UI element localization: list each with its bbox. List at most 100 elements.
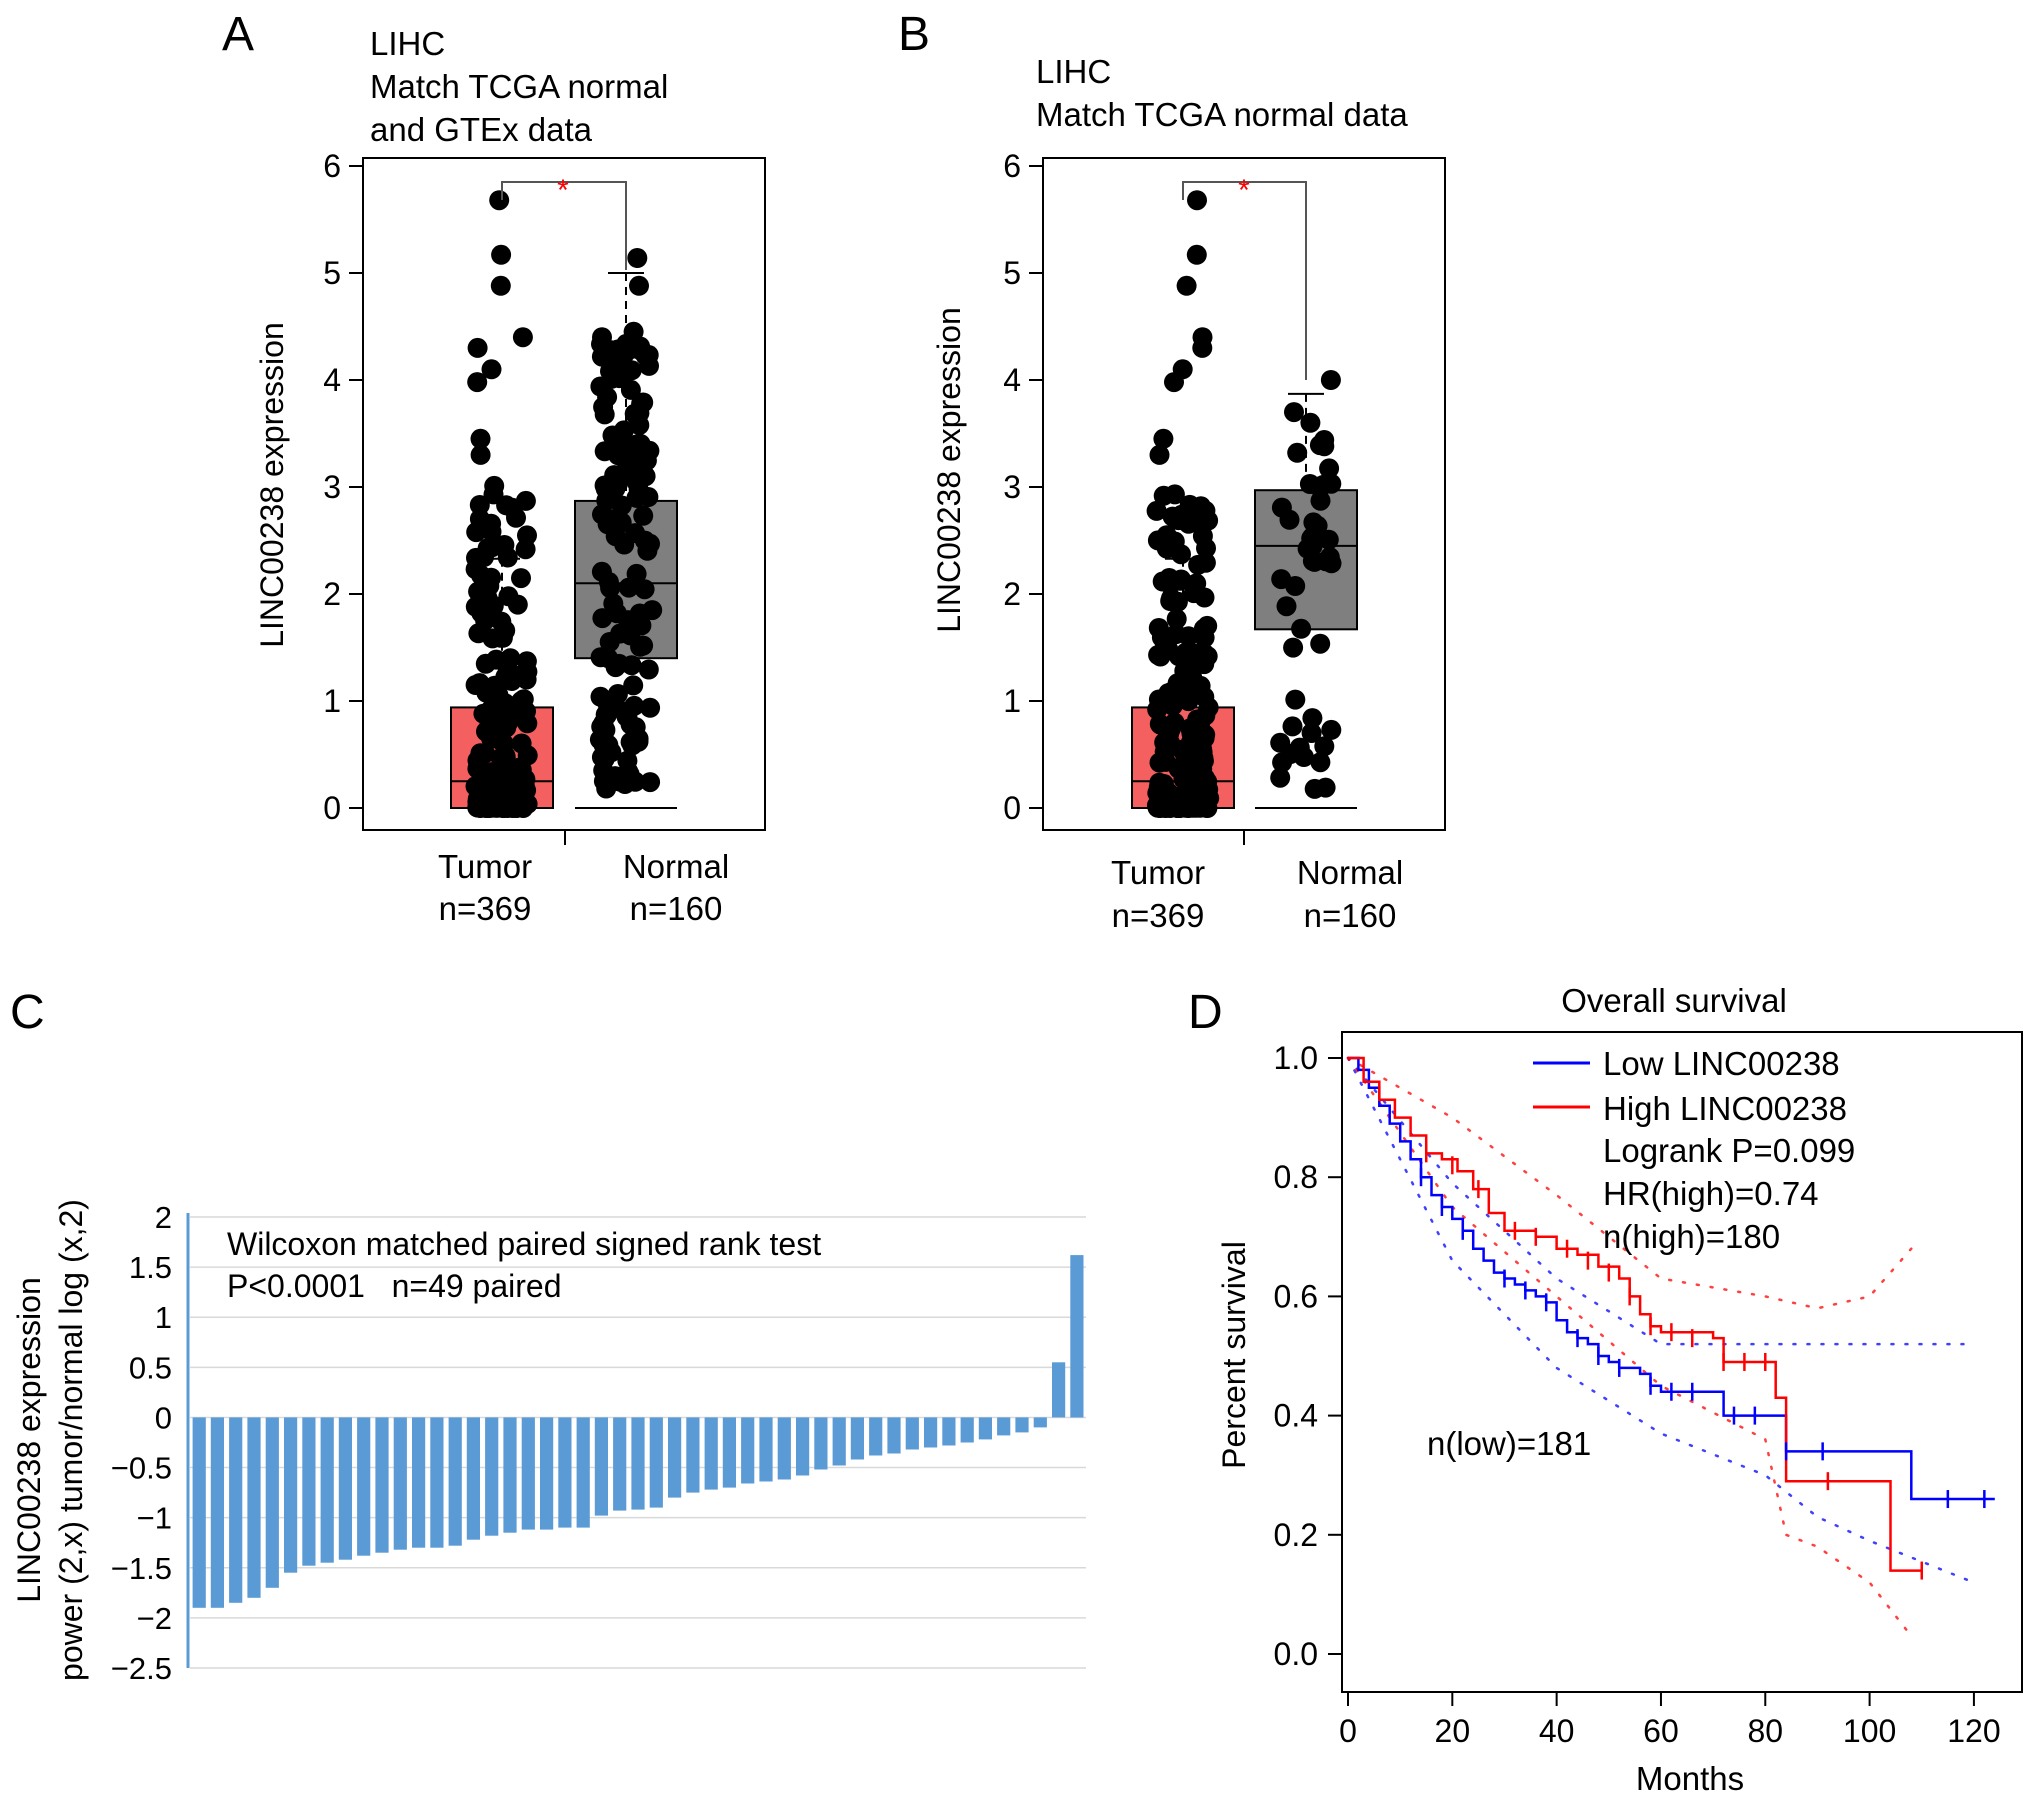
- panelB-point-0-126: [1178, 626, 1199, 647]
- panelA-point-1-13: [642, 600, 663, 621]
- panel-a-tumor-n: n=369: [439, 890, 532, 927]
- panelA-point-0-140: [485, 797, 506, 818]
- panel-c-bar-39: [905, 1417, 919, 1450]
- panelB-point-1-33: [1319, 547, 1340, 568]
- panelA-point-1-40: [618, 577, 639, 598]
- panel-c-bar-35: [832, 1417, 846, 1466]
- panelA-point-1-58: [633, 635, 654, 656]
- panelB-point-1-19: [1318, 529, 1339, 550]
- panelA-point-0-170: [489, 190, 510, 211]
- panel-d-x-tick-label-3: 60: [1643, 1713, 1679, 1749]
- panel-c-bar-30: [741, 1417, 755, 1484]
- panelA-point-1-112: [596, 490, 617, 511]
- panel-c-bar-37: [869, 1417, 883, 1456]
- panelA-point-1-116: [640, 697, 661, 718]
- panelA-point-0-176: [467, 372, 488, 393]
- panelB-point-1-21: [1287, 442, 1308, 463]
- panelA-point-0-175: [481, 359, 502, 380]
- panel-a-plot-frame: [362, 157, 766, 831]
- panelB-point-0-157: [1194, 687, 1215, 707]
- panelA-point-0-168: [465, 596, 486, 617]
- panelB-point-1-14: [1304, 778, 1325, 799]
- panelA-point-1-97: [622, 735, 643, 756]
- panelB-point-0-170: [1187, 190, 1207, 211]
- panel-d-x-tick-label-1: 20: [1435, 1713, 1471, 1749]
- panel-b-normal-n: n=160: [1304, 897, 1397, 934]
- panel-d-n-high: n(high)=180: [1603, 1218, 1780, 1255]
- panelA-point-1-69: [638, 659, 659, 680]
- panel-d-title: Overall survival: [1561, 982, 1787, 1019]
- panelB-y-tick-label-2: 2: [1003, 576, 1021, 612]
- panel-c-bar-43: [978, 1417, 992, 1440]
- panel-d-x-tick-label-2: 40: [1539, 1713, 1575, 1749]
- panel-c-bar-8: [338, 1417, 352, 1560]
- panelB-point-0-141: [1151, 627, 1172, 648]
- panel-c-bar-48: [1070, 1255, 1084, 1418]
- panelB-y-tick-label-0: 0: [1003, 790, 1021, 826]
- panel-b-groups: [1131, 190, 1358, 818]
- panelB-point-0-168: [1168, 678, 1188, 699]
- panelB-y-tick-label-6: 6: [1003, 148, 1021, 184]
- panelA-point-1-130: [592, 729, 613, 750]
- panelB-point-1-41: [1280, 744, 1301, 764]
- panelA-point-1-11: [623, 675, 644, 696]
- panelB-point-1-27: [1283, 637, 1304, 658]
- panelA-point-0-67: [474, 547, 494, 567]
- panel-c-bar-40: [924, 1417, 938, 1448]
- panel-c-bar-14: [448, 1417, 462, 1546]
- panelA-point-0-177: [470, 428, 491, 449]
- panel-c-y-tick-label-6: −1: [137, 1501, 172, 1536]
- panelA-point-1-131: [617, 707, 638, 728]
- panel-b-y-ticks: 0 1 2 3 4 5 6: [1003, 148, 1043, 826]
- panelB-point-0-174: [1192, 337, 1213, 358]
- panel-c-bar-22: [594, 1417, 608, 1516]
- panelB-point-1-42: [1307, 515, 1328, 536]
- panelB-point-0-131: [1172, 508, 1192, 529]
- panel-label-c: C: [10, 986, 45, 1039]
- panel-d-y-tick-label-4: 0.8: [1274, 1159, 1318, 1195]
- panelA-y-tick-label-6: 6: [323, 148, 341, 184]
- panel-b-tumor-n: n=369: [1112, 897, 1205, 934]
- panel-c-bar-32: [777, 1417, 791, 1480]
- panelA-point-0-167: [480, 769, 501, 790]
- panelA-point-0-165: [475, 653, 496, 674]
- panelA-point-0-159: [513, 798, 534, 818]
- panel-b-y-axis-label: LINC00238 expression: [931, 307, 967, 633]
- panelB-point-0-172: [1176, 275, 1197, 296]
- panelA-y-tick-label-1: 1: [323, 683, 341, 719]
- panel-a-y-ticks: 0 1 2 3 4 5 6: [323, 148, 363, 826]
- panelA-point-1-113: [607, 473, 628, 494]
- panel-b-tumor-label: Tumor: [1111, 854, 1205, 891]
- panelB-point-0-95: [1147, 530, 1168, 551]
- panel-c-bar-44: [997, 1417, 1011, 1436]
- panel-d-logrank: Logrank P=0.099: [1603, 1132, 1855, 1169]
- panel-b-boxplot: LIHC Match TCGA normal data LINC00238 ex…: [931, 53, 1446, 934]
- panelB-point-1-44: [1302, 708, 1323, 729]
- panelA-point-1-23: [599, 632, 620, 652]
- panel-d-x-tick-label-4: 80: [1747, 1713, 1783, 1749]
- panel-c-bar-38: [887, 1417, 901, 1454]
- panel-c-bar-16: [485, 1417, 499, 1536]
- panel-c-bar-26: [668, 1417, 682, 1498]
- panelA-point-1-120: [608, 445, 629, 466]
- panel-c-bar-3: [247, 1417, 261, 1598]
- panelA-point-0-147: [515, 539, 536, 560]
- panelA-point-1-142: [623, 321, 644, 342]
- panelB-point-0-123: [1171, 544, 1191, 565]
- panelA-point-1-107: [627, 473, 648, 494]
- panel-d-plot-frame: [1341, 1031, 2023, 1693]
- panelB-point-0-154: [1148, 797, 1169, 818]
- panelA-y-tick-label-5: 5: [323, 255, 341, 291]
- panelB-y-tick-label-3: 3: [1003, 469, 1021, 505]
- panelB-point-1-40: [1285, 576, 1306, 596]
- panelA-point-1-127: [630, 434, 651, 454]
- panel-d-x-axis-label: Months: [1636, 1760, 1744, 1797]
- panelB-point-0-134: [1190, 496, 1211, 517]
- panel-label-b: B: [898, 8, 930, 61]
- panelB-point-1-43: [1282, 716, 1303, 737]
- panel-c-bar-chart: LINC00238 expression power (2,x) tumor/n…: [11, 1199, 1086, 1686]
- panel-d-y-tick-label-0: 0.0: [1274, 1636, 1318, 1672]
- panelB-y-tick-label-4: 4: [1003, 362, 1021, 398]
- panel-d-ci-lower-low: [1346, 1056, 1976, 1584]
